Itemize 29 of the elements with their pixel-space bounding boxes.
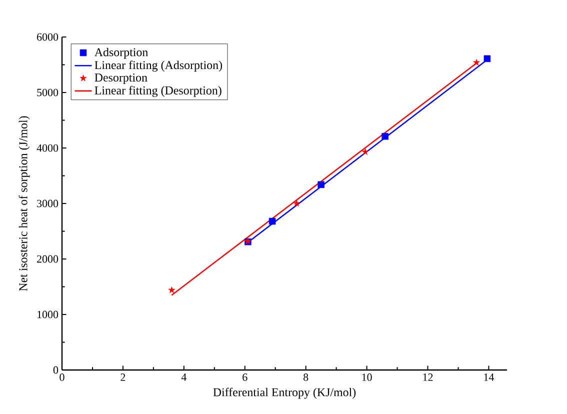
- point: [293, 200, 300, 206]
- x-tick-label: 4: [181, 374, 186, 381]
- point: [362, 148, 369, 155]
- point: [318, 181, 324, 188]
- point: [268, 218, 276, 225]
- x-tick-label: 12: [423, 374, 433, 381]
- point: [473, 58, 480, 66]
- y-tick-label: 6000: [37, 33, 58, 41]
- y-tick-label: 1000: [38, 310, 58, 318]
- legend-label: Desorption: [94, 74, 148, 84]
- point: [168, 286, 176, 294]
- y-tick-label: 4000: [36, 144, 58, 152]
- y-tick-label: 3000: [37, 200, 58, 208]
- x-tick-label: 6: [242, 374, 248, 381]
- x-tick-label: 14: [484, 374, 494, 381]
- legend-label: Linear fitting (Desorption): [94, 86, 222, 97]
- point: [484, 55, 491, 62]
- x-tick-label: 2: [120, 374, 126, 381]
- point: [382, 132, 388, 140]
- x-tick-label: 10: [362, 374, 372, 381]
- x-tick-label: 8: [304, 374, 308, 381]
- legend-label: Adsorption: [94, 48, 148, 59]
- x-tick-label: 0: [60, 374, 64, 381]
- y-tick-label: 2000: [37, 255, 58, 263]
- x-axis-title: Differential Entropy (KJ/mol): [213, 388, 356, 399]
- y-axis-title: Net isosteric heat of sorption (J/mol): [18, 116, 30, 291]
- y-tick-label: 5000: [37, 88, 58, 96]
- legend-label: Linear fitting (Adsorption): [94, 60, 222, 72]
- y-tick-label: 0: [53, 366, 58, 374]
